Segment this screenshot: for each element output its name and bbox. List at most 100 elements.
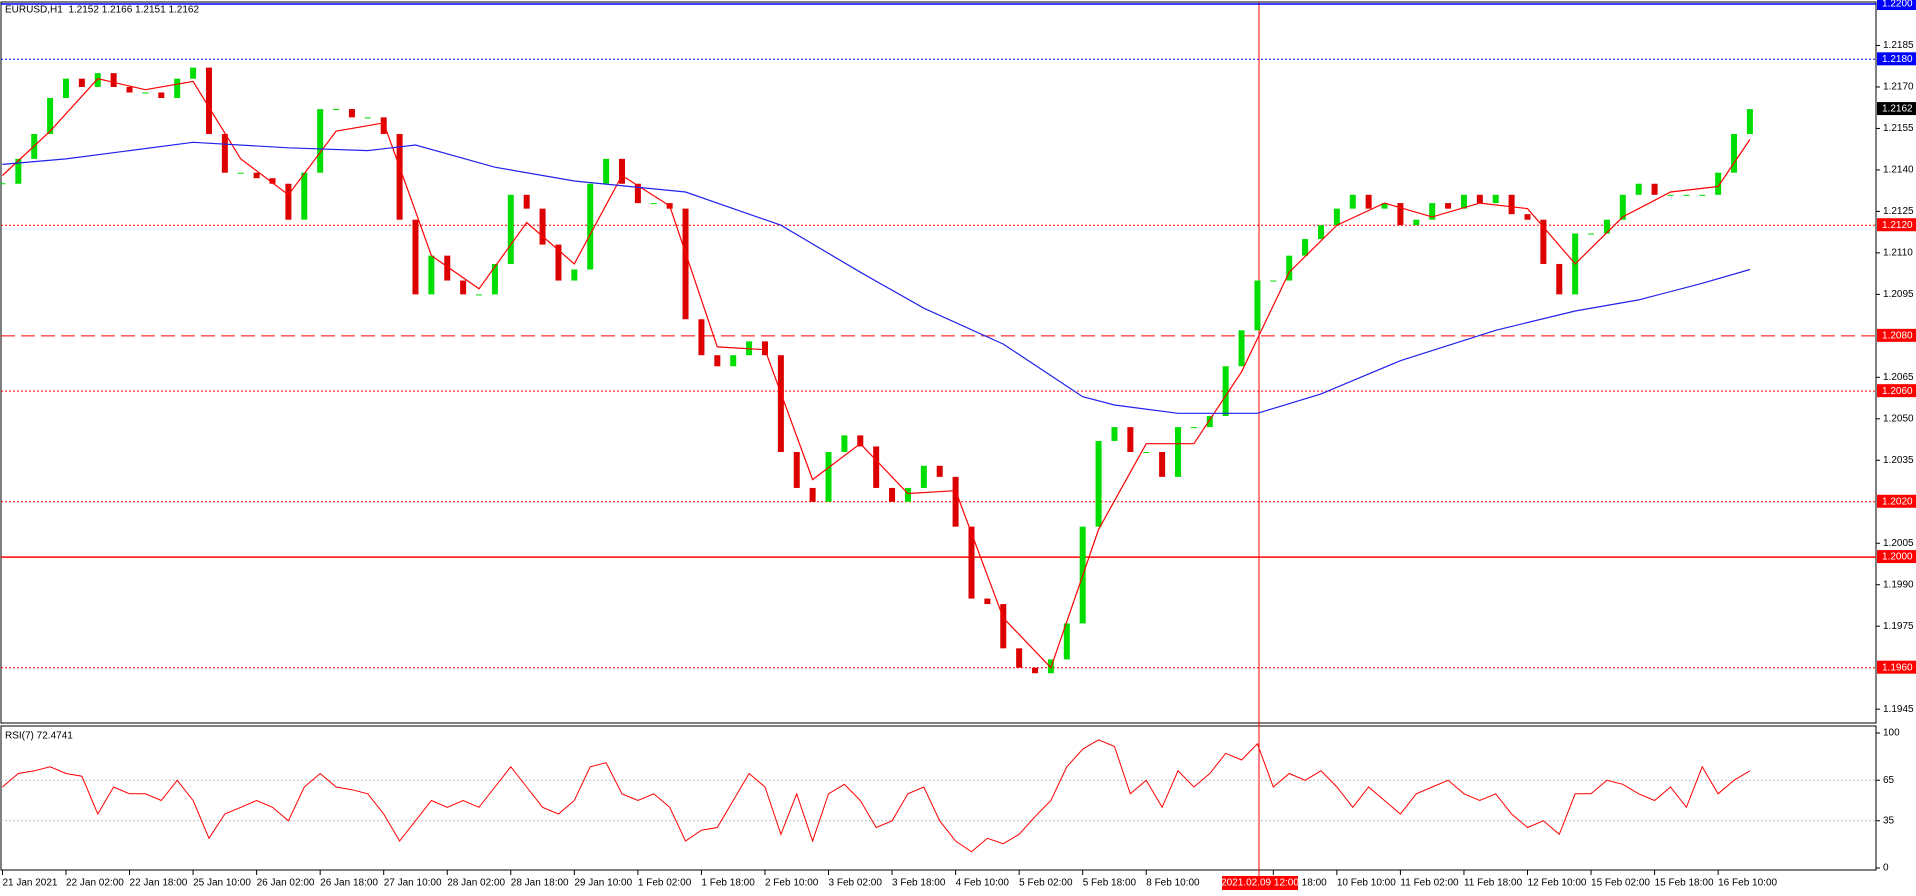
candle bbox=[682, 208, 689, 320]
candle bbox=[491, 263, 498, 295]
candle bbox=[857, 435, 864, 447]
candle bbox=[1445, 203, 1452, 209]
candle bbox=[507, 194, 514, 264]
x-tick-label: 1 Feb 02:00 bbox=[638, 878, 692, 889]
candle bbox=[1016, 648, 1023, 668]
candle bbox=[920, 465, 927, 488]
rsi-line bbox=[2, 739, 1751, 853]
candle bbox=[158, 92, 165, 99]
level-label-box bbox=[1877, 494, 1916, 508]
candle bbox=[269, 178, 276, 184]
candle bbox=[380, 117, 387, 134]
candle bbox=[1667, 194, 1674, 196]
rsi-y-tick-label: 0 bbox=[1883, 863, 1889, 874]
candle bbox=[1063, 623, 1070, 660]
candle bbox=[1206, 416, 1213, 428]
y-tick-label: 1.1990 bbox=[1883, 579, 1914, 590]
candle bbox=[1238, 330, 1245, 367]
y-tick-label: 1.2095 bbox=[1883, 289, 1914, 300]
candle bbox=[78, 78, 85, 87]
x-tick-label: 25 Jan 10:00 bbox=[193, 878, 251, 889]
x-tick-label: 28 Jan 02:00 bbox=[447, 878, 505, 889]
candle bbox=[317, 109, 324, 173]
candle bbox=[1095, 440, 1102, 527]
chart-title: EURUSD,H1 1.2152 1.2166 1.2151 1.2162 bbox=[5, 5, 199, 16]
candle bbox=[984, 598, 991, 605]
level-label: 1.1960 bbox=[1882, 662, 1913, 673]
x-tick-label: 27 Jan 10:00 bbox=[384, 878, 442, 889]
x-tick-label: 26 Jan 02:00 bbox=[257, 878, 315, 889]
candle bbox=[190, 67, 197, 79]
candle bbox=[555, 244, 562, 281]
candle bbox=[936, 465, 943, 477]
candle bbox=[1699, 194, 1706, 196]
candle bbox=[650, 203, 657, 205]
x-tick-label: 9 Feb 18:00 bbox=[1273, 878, 1327, 889]
x-tick-label: 22 Jan 18:00 bbox=[130, 878, 188, 889]
candle bbox=[94, 73, 101, 87]
candle bbox=[348, 109, 355, 118]
y-tick-label: 1.2185 bbox=[1883, 40, 1914, 51]
level-label-box bbox=[1877, 218, 1916, 232]
candle bbox=[62, 78, 69, 99]
candle bbox=[587, 183, 594, 270]
moving-average bbox=[1, 78, 1751, 669]
candle bbox=[15, 158, 22, 184]
candle bbox=[237, 172, 244, 174]
candle bbox=[428, 255, 435, 295]
level-label-box bbox=[1877, 550, 1916, 564]
candle bbox=[1222, 366, 1229, 417]
x-tick-label: 28 Jan 18:00 bbox=[511, 878, 569, 889]
candle bbox=[174, 78, 181, 99]
y-tick-label: 1.2140 bbox=[1883, 165, 1914, 176]
candle bbox=[1715, 172, 1722, 195]
candle bbox=[1032, 667, 1039, 674]
candle bbox=[1127, 427, 1134, 452]
x-tick-label: 4 Feb 10:00 bbox=[956, 878, 1010, 889]
candle bbox=[1000, 604, 1007, 649]
x-tick-label: 15 Feb 18:00 bbox=[1655, 878, 1714, 889]
level-label: 1.2180 bbox=[1882, 54, 1913, 65]
candle bbox=[221, 133, 228, 173]
candle bbox=[1381, 203, 1388, 209]
candle bbox=[730, 355, 737, 367]
level-label: 1.2120 bbox=[1882, 220, 1913, 231]
candle bbox=[364, 117, 371, 119]
y-tick-label: 1.2110 bbox=[1883, 248, 1913, 259]
x-tick-label: 11 Feb 02:00 bbox=[1400, 878, 1459, 889]
candle bbox=[603, 158, 610, 184]
x-tick-label: 3 Feb 18:00 bbox=[892, 878, 946, 889]
main-panel bbox=[0, 1, 1877, 724]
x-tick-label: 29 Jan 10:00 bbox=[574, 878, 632, 889]
candle bbox=[1524, 214, 1531, 220]
x-tick-label: 3 Feb 02:00 bbox=[829, 878, 883, 889]
y-tick-label: 1.2005 bbox=[1883, 538, 1914, 549]
candle bbox=[904, 487, 911, 502]
candle bbox=[126, 86, 133, 93]
candle bbox=[1302, 239, 1309, 256]
candle bbox=[618, 158, 625, 184]
candle bbox=[698, 319, 705, 356]
x-tick-label: 5 Feb 02:00 bbox=[1019, 878, 1073, 889]
candle bbox=[47, 98, 54, 134]
candle bbox=[333, 109, 340, 111]
rsi-y-tick-label: 65 bbox=[1883, 775, 1895, 786]
x-tick-label: 16 Feb 10:00 bbox=[1718, 878, 1777, 889]
candle bbox=[1143, 451, 1150, 453]
candle bbox=[761, 341, 768, 356]
candle bbox=[1111, 427, 1118, 441]
rsi-y-tick-label: 35 bbox=[1883, 815, 1895, 826]
level-label-box bbox=[1877, 328, 1916, 342]
candle bbox=[1254, 280, 1261, 331]
candle bbox=[1588, 233, 1595, 235]
crosshair-label: 2021.02.09 12:00 bbox=[1221, 878, 1299, 889]
level-label-box bbox=[1877, 0, 1916, 10]
x-tick-label: 1 Feb 18:00 bbox=[701, 878, 755, 889]
rsi-title: RSI(7) 72.4741 bbox=[5, 731, 73, 742]
y-tick-label: 1.2065 bbox=[1883, 372, 1914, 383]
x-tick-label: 15 Feb 02:00 bbox=[1591, 878, 1650, 889]
x-tick-label: 11 Feb 18:00 bbox=[1464, 878, 1523, 889]
candle bbox=[1460, 194, 1467, 209]
candle bbox=[1476, 194, 1483, 204]
